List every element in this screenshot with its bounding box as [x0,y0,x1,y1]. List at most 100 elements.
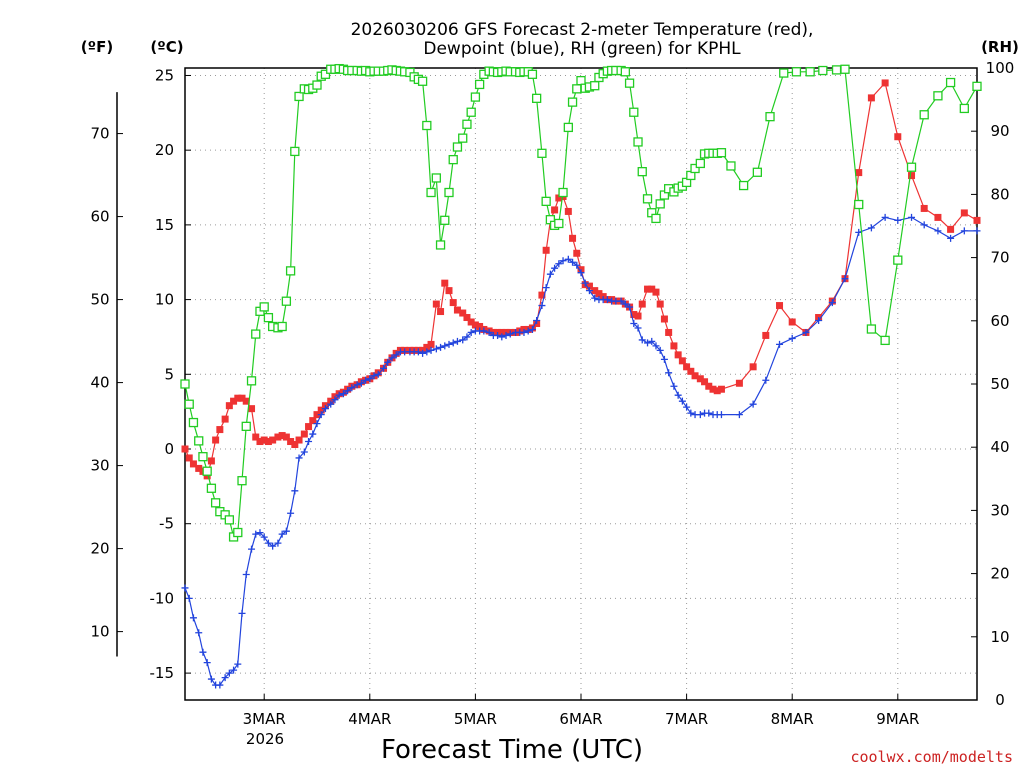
rh-point [854,199,864,210]
temperature-point [947,225,955,233]
dewpoint-point [282,527,290,535]
axes [116,67,978,701]
rh-point [206,483,217,493]
dewpoint-point [414,348,422,356]
dewpoint-point [392,351,400,359]
temperature-point [674,351,682,359]
rh-point [224,515,235,525]
dewpoint-point [652,342,660,350]
rh-point [840,64,850,74]
dewpoint-series [181,213,981,689]
temperature-point [908,172,916,180]
rh-point [312,80,322,90]
dewpoint-point [621,300,629,308]
dewpoint-point [973,227,981,235]
temperature-point [634,312,642,320]
temperature-point [591,287,599,295]
rh-point [642,194,653,204]
rh-point [919,110,929,120]
dewpoint-point [485,328,493,336]
dewpoint-point [648,337,656,345]
temperature-point [749,363,757,371]
x-axis-title: Forecast Time (UTC) [381,735,643,765]
dewpoint-point [419,349,427,357]
fahrenheit-tick-label: 30 [90,457,109,475]
rh-tick-label: 100 [986,59,1015,77]
dewpoint-point [370,372,378,380]
temperature-point [459,309,467,317]
rh-point [576,75,586,86]
dewpoint-point [384,358,392,366]
dewpoint-point [216,681,224,689]
dewpoint-point [585,287,593,295]
celsius-tick-label: 10 [155,291,174,309]
temperature-series [181,79,981,480]
dewpoint-point [339,390,347,398]
rh-point [180,379,190,389]
dewpoint-point [353,381,361,389]
dewpoint-point [494,331,502,339]
dewpoint-point [374,370,382,378]
temperature-point [437,308,445,316]
celsius-unit-label: (ºC) [150,38,183,56]
dewpoint-point [313,420,321,428]
temperature-point [453,306,461,314]
rh-point [188,417,199,428]
rh-point [716,148,727,158]
dewpoint-point [841,275,849,283]
temperature-point [713,387,721,395]
dewpoint-point [305,438,313,446]
x-year-label: 2026 [246,730,284,748]
x-tick-label: 6MAR [559,710,602,728]
dewpoint-point [344,387,352,395]
dewpoint-point [538,302,546,310]
rh-point [320,69,331,79]
temperature-point [665,328,673,336]
dewpoint-point [309,430,317,438]
dewpoint-point [656,346,664,354]
dewpoint-point [617,297,625,305]
dewpoint-point [221,674,229,682]
dewpoint-point [894,216,902,224]
temperature-point [221,415,229,423]
rh-point [805,67,815,77]
temperature-point [670,342,678,350]
temperature-point [660,315,668,323]
rh-point [531,93,542,103]
rh-point [452,142,463,152]
temperature-point [652,288,660,296]
temperature-point [476,322,484,330]
celsius-tick-label: 15 [155,216,174,234]
chart-title-line2: Dewpoint (blue), RH (green) for KPHL [423,39,741,59]
dewpoint-point [189,614,197,622]
rh-point [202,466,212,476]
temperature-point [463,314,471,322]
rh-point [738,180,749,191]
temperature-point [788,318,796,326]
rh-point [695,158,705,169]
rh-point [462,119,472,129]
dewpoint-point [696,411,704,419]
dewpoint-point [291,487,299,495]
dewpoint-point [242,570,250,578]
rh-point [572,84,582,94]
temperature-point [216,426,224,434]
credit-link[interactable]: coolwx.com/modelts [850,748,1013,766]
rh-point [633,137,643,147]
rh-point [655,199,665,209]
temperature-point [274,433,282,441]
dewpoint-point [502,331,510,339]
dewpoint-point [591,294,599,302]
dewpoint-point [920,221,928,229]
temperature-point [423,343,431,351]
rh-point [893,255,903,265]
dewpoint-point [960,227,968,235]
rh-point [590,81,600,91]
dewpoint-point [638,336,646,344]
x-tick-label: 5MAR [454,710,497,728]
dewpoint-point [683,403,691,411]
temperature-point [189,460,197,468]
rh-point [444,187,454,198]
dewpoint-point [528,325,536,333]
temperature-point [317,406,325,414]
